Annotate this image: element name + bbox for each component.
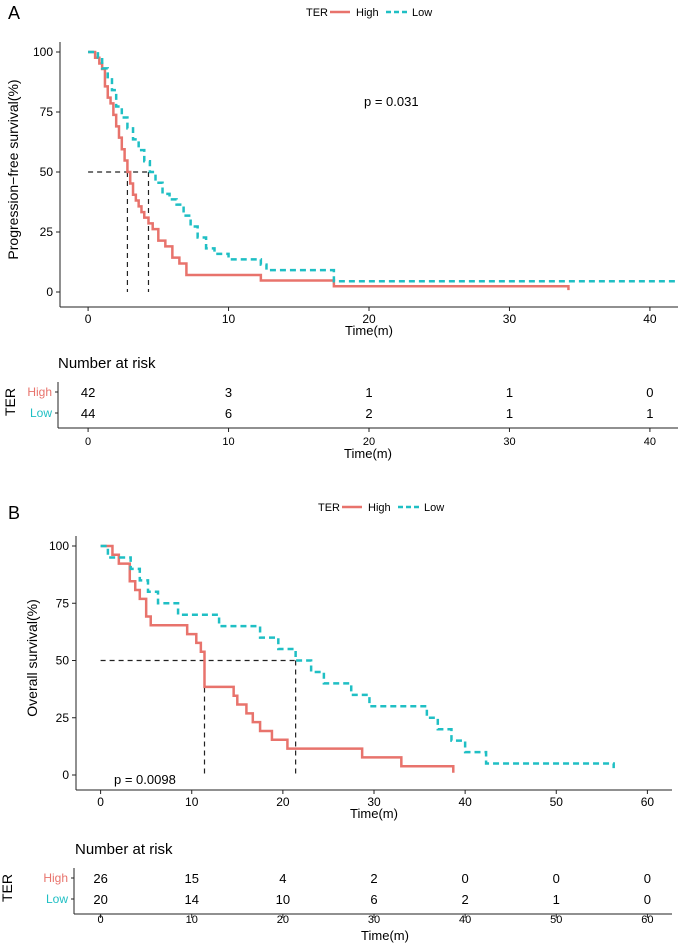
y-tick-label: 100 (49, 539, 69, 553)
risk-count: 1 (506, 406, 513, 421)
legend: TER High Low (318, 502, 444, 514)
y-tick-label: 25 (40, 225, 54, 239)
median-reference-lines (88, 171, 150, 292)
x-axis-title: Time(m) (350, 806, 398, 821)
y-axis-title: Overall survival(%) (24, 599, 40, 716)
legend-high-label: High (356, 7, 379, 19)
p-value-annotation: p = 0.0098 (114, 772, 176, 787)
axes: 0 25 50 75 100 0 10 20 30 40 Time(m) Progression−fr… (5, 42, 678, 338)
risk-x-tick-label: 10 (222, 436, 234, 448)
y-tick-label: 50 (40, 165, 54, 179)
legend: TER High Low (306, 7, 432, 19)
risk-count: 20 (93, 892, 107, 907)
risk-count: 0 (644, 892, 651, 907)
legend-title: TER (306, 7, 328, 19)
y-tick-label: 75 (40, 105, 54, 119)
risk-x-tick-label: 40 (459, 914, 471, 926)
risk-count: 1 (506, 385, 513, 400)
risk-count: 44 (81, 406, 95, 421)
survival-curve-high (88, 50, 570, 291)
y-axis-title: Progression−free survival(%) (5, 79, 21, 259)
risk-count: 0 (553, 871, 560, 886)
risk-row-label-low: Low (30, 406, 52, 420)
p-value-annotation: p = 0.031 (364, 94, 419, 109)
risk-table-title: Number at risk (58, 355, 156, 372)
x-tick-label: 40 (458, 795, 472, 809)
risk-row-label-high: High (27, 385, 52, 399)
legend-low-label: Low (412, 7, 432, 19)
x-tick-label: 20 (362, 312, 376, 326)
median-reference-lines (100, 659, 297, 775)
legend-title: TER (318, 502, 340, 514)
panel-label: A (8, 3, 20, 23)
risk-count: 0 (646, 385, 653, 400)
panel-label: B (8, 503, 20, 523)
risk-count: 1 (646, 406, 653, 421)
risk-count: 6 (370, 892, 377, 907)
risk-table-title: Number at risk (75, 841, 173, 858)
risk-row-label-high: High (43, 871, 68, 885)
risk-row-label-low: Low (46, 892, 68, 906)
risk-x-axis-title: Time(m) (344, 446, 392, 461)
risk-x-tick-label: 10 (186, 914, 198, 926)
risk-count: 2 (462, 892, 469, 907)
risk-count: 2 (370, 871, 377, 886)
y-tick-label: 0 (46, 285, 53, 299)
risk-x-tick-label: 20 (363, 436, 375, 448)
risk-count: 42 (81, 385, 95, 400)
risk-table-group-label: TER (2, 388, 18, 416)
risk-count: 2 (365, 406, 372, 421)
x-tick-label: 0 (97, 795, 104, 809)
risk-count: 10 (276, 892, 290, 907)
y-tick-label: 100 (33, 45, 53, 59)
risk-x-tick-label: 20 (277, 914, 289, 926)
y-tick-label: 0 (62, 768, 69, 782)
risk-count: 14 (185, 892, 199, 907)
risk-table-group-label: TER (0, 874, 15, 902)
x-tick-label: 0 (85, 312, 92, 326)
risk-count: 1 (365, 385, 372, 400)
risk-x-tick-label: 40 (644, 436, 656, 448)
x-axis-title: Time(m) (345, 323, 393, 338)
risk-count: 1 (553, 892, 560, 907)
axes: 0 25 50 75 100 0 10 20 30 40 50 60 Time(m) Overall su… (24, 536, 672, 821)
legend-high-label: High (368, 502, 391, 514)
risk-count: 26 (93, 871, 107, 886)
y-tick-label: 75 (56, 596, 70, 610)
risk-x-tick-label: 0 (85, 436, 91, 448)
x-tick-label: 30 (503, 312, 517, 326)
survival-curve-high (100, 544, 455, 773)
survival-curve-low (100, 544, 615, 769)
survival-curve-low (88, 50, 678, 283)
risk-x-tick-label: 30 (503, 436, 515, 448)
x-tick-label: 50 (550, 795, 564, 809)
x-tick-label: 10 (222, 312, 236, 326)
x-tick-label: 60 (641, 795, 655, 809)
risk-count: 0 (462, 871, 469, 886)
risk-count: 6 (225, 406, 232, 421)
risk-x-tick-label: 50 (550, 914, 562, 926)
risk-count: 0 (644, 871, 651, 886)
risk-count: 4 (279, 871, 286, 886)
x-tick-label: 10 (185, 795, 199, 809)
risk-x-tick-label: 60 (641, 914, 653, 926)
x-tick-label: 20 (276, 795, 290, 809)
risk-x-tick-label: 0 (98, 914, 104, 926)
x-tick-label: 30 (367, 795, 381, 809)
risk-count: 3 (225, 385, 232, 400)
risk-x-tick-label: 30 (368, 914, 380, 926)
risk-x-axis-title: Time(m) (361, 928, 409, 943)
legend-low-label: Low (424, 502, 444, 514)
y-tick-label: 25 (56, 711, 70, 725)
risk-count: 15 (185, 871, 199, 886)
y-tick-label: 50 (56, 654, 70, 668)
x-tick-label: 40 (643, 312, 657, 326)
